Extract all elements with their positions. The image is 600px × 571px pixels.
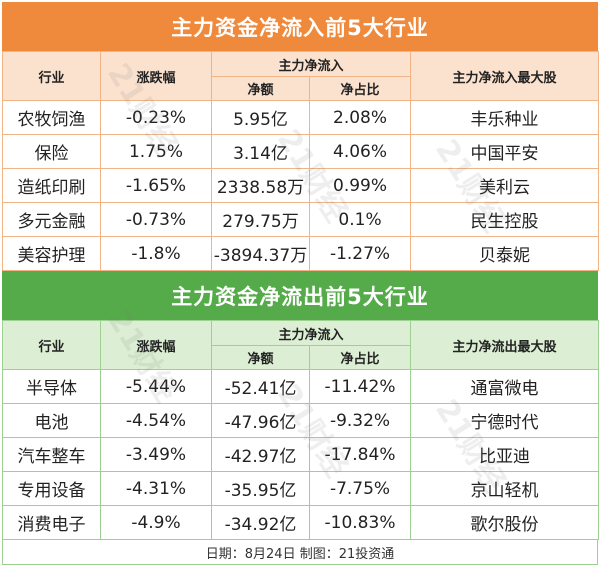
top-stock-cell: 中国平安 <box>410 134 600 169</box>
net-ratio-cell: 0.1% <box>308 202 412 237</box>
table-row: 消费电子 -4.9% -34.92亿 -10.83% 歌尔股份 <box>2 505 600 540</box>
industry-cell: 专用设备 <box>2 471 101 506</box>
outflow-title: 主力资金净流出前5大行业 <box>2 271 598 320</box>
top-stock-cell: 比亚迪 <box>410 437 600 472</box>
header-main-inflow: 主力净流入 <box>210 320 412 346</box>
header-net-amount: 净额 <box>211 76 310 101</box>
inflow-title: 主力资金净流入前5大行业 <box>2 2 598 51</box>
net-amount-cell: 5.95亿 <box>211 100 310 135</box>
inflow-rows: 农牧饲渔 -0.23% 5.95亿 2.08% 丰乐种业 保险 1.75% 3.14亿 4.06… <box>2 100 600 271</box>
industry-cell: 农牧饲渔 <box>2 100 101 135</box>
change-cell: -4.9% <box>100 505 212 540</box>
inflow-table: 行业 涨跌幅 主力净流入 主力净流入最大股 净额 净占比 农牧饲渔 -0.23% 5… <box>2 51 600 271</box>
table-row: 多元金融 -0.73% 279.75万 0.1% 民生控股 <box>2 202 600 237</box>
header-top-stock: 主力净流入最大股 <box>410 51 600 101</box>
industry-cell: 消费电子 <box>2 505 101 540</box>
net-amount-cell: -34.92亿 <box>211 505 310 540</box>
table-row: 造纸印刷 -1.65% 2338.58万 0.99% 美利云 <box>2 168 600 203</box>
net-ratio-cell: -9.32% <box>308 403 412 438</box>
outflow-table: 行业 涨跌幅 主力净流入 主力净流出最大股 净额 净占比 半导体 -5.44% -5… <box>2 320 600 540</box>
net-amount-cell: -35.95亿 <box>211 471 310 506</box>
industry-cell: 保险 <box>2 134 101 169</box>
net-ratio-cell: -10.83% <box>308 505 412 540</box>
change-cell: -4.31% <box>100 471 212 506</box>
net-amount-cell: 279.75万 <box>211 202 310 237</box>
net-ratio-cell: -7.75% <box>308 471 412 506</box>
net-ratio-cell: 4.06% <box>308 134 412 169</box>
header-change: 涨跌幅 <box>100 320 212 370</box>
industry-cell: 美容护理 <box>2 236 101 271</box>
table-row: 美容护理 -1.8% -3894.37万 -1.27% 贝泰妮 <box>2 236 600 271</box>
change-cell: -3.49% <box>100 437 212 472</box>
outflow-header-row: 行业 涨跌幅 主力净流入 主力净流出最大股 <box>2 320 600 370</box>
top-stock-cell: 民生控股 <box>410 202 600 237</box>
net-amount-cell: -47.96亿 <box>211 403 310 438</box>
header-net-amount: 净额 <box>211 345 310 370</box>
top-stock-cell: 歌尔股份 <box>410 505 600 540</box>
header-net-ratio: 净占比 <box>308 76 412 101</box>
net-amount-cell: 3.14亿 <box>211 134 310 169</box>
net-ratio-cell: -1.27% <box>308 236 412 271</box>
industry-cell: 电池 <box>2 403 101 438</box>
table-row: 保险 1.75% 3.14亿 4.06% 中国平安 <box>2 134 600 169</box>
top-stock-cell: 贝泰妮 <box>410 236 600 271</box>
top-stock-cell: 京山轻机 <box>410 471 600 506</box>
table-row: 电池 -4.54% -47.96亿 -9.32% 宁德时代 <box>2 403 600 438</box>
inflow-header-row: 行业 涨跌幅 主力净流入 主力净流入最大股 <box>2 51 600 101</box>
net-amount-cell: 2338.58万 <box>211 168 310 203</box>
table-row: 专用设备 -4.31% -35.95亿 -7.75% 京山轻机 <box>2 471 600 506</box>
industry-cell: 汽车整车 <box>2 437 101 472</box>
footer-note: 日期：8月24日 制图：21投资通 <box>2 540 598 565</box>
table-row: 汽车整车 -3.49% -42.97亿 -17.84% 比亚迪 <box>2 437 600 472</box>
top-stock-cell: 丰乐种业 <box>410 100 600 135</box>
header-net-ratio: 净占比 <box>308 345 412 370</box>
header-industry: 行业 <box>2 51 101 101</box>
header-top-stock: 主力净流出最大股 <box>410 320 600 370</box>
outflow-rows: 半导体 -5.44% -52.41亿 -11.42% 通富微电 电池 -4.54% -47.9… <box>2 369 600 540</box>
change-cell: -0.23% <box>100 100 212 135</box>
table-row: 农牧饲渔 -0.23% 5.95亿 2.08% 丰乐种业 <box>2 100 600 135</box>
change-cell: -5.44% <box>100 369 212 404</box>
industry-cell: 造纸印刷 <box>2 168 101 203</box>
change-cell: 1.75% <box>100 134 212 169</box>
net-ratio-cell: 2.08% <box>308 100 412 135</box>
change-cell: -0.73% <box>100 202 212 237</box>
header-main-inflow: 主力净流入 <box>210 51 412 77</box>
net-amount-cell: -42.97亿 <box>211 437 310 472</box>
table-row: 半导体 -5.44% -52.41亿 -11.42% 通富微电 <box>2 369 600 404</box>
net-ratio-cell: 0.99% <box>308 168 412 203</box>
top-stock-cell: 宁德时代 <box>410 403 600 438</box>
net-amount-cell: -3894.37万 <box>211 236 310 271</box>
header-change: 涨跌幅 <box>100 51 212 101</box>
net-amount-cell: -52.41亿 <box>211 369 310 404</box>
change-cell: -1.65% <box>100 168 212 203</box>
net-ratio-cell: -11.42% <box>308 369 412 404</box>
industry-cell: 半导体 <box>2 369 101 404</box>
change-cell: -4.54% <box>100 403 212 438</box>
industry-cell: 多元金融 <box>2 202 101 237</box>
inflow-subheader-row: 净额 净占比 <box>3 76 599 101</box>
top-stock-cell: 美利云 <box>410 168 600 203</box>
top-stock-cell: 通富微电 <box>410 369 600 404</box>
net-ratio-cell: -17.84% <box>308 437 412 472</box>
header-industry: 行业 <box>2 320 101 370</box>
change-cell: -1.8% <box>100 236 212 271</box>
